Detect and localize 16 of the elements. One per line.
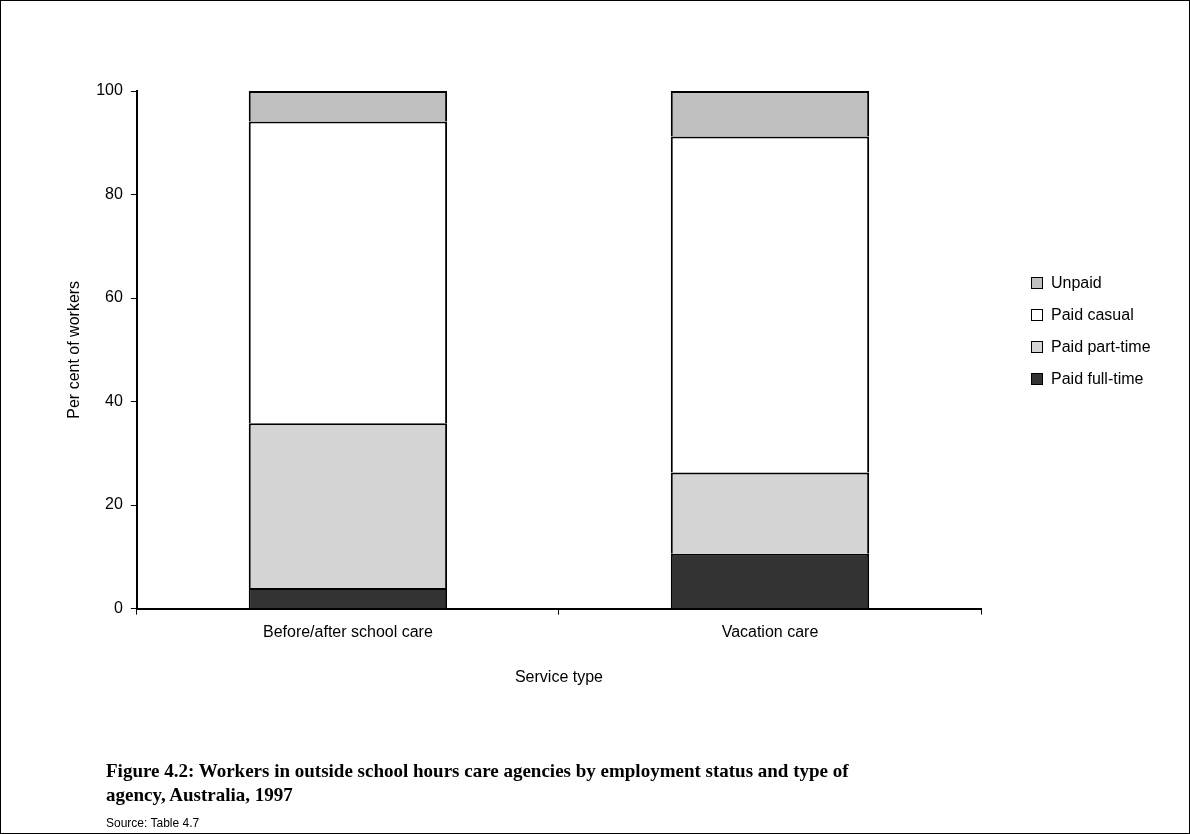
y-tick-label: 100 [96,81,123,99]
legend-label: Paid full-time [1051,370,1144,388]
legend-label: Unpaid [1051,274,1102,292]
y-tick-label: 60 [105,288,123,306]
y-axis-title: Per cent of workers [65,280,83,419]
text: Paid casual [1051,306,1134,324]
legend-label: Paid part-time [1051,338,1151,356]
x-tick-label: Before/after school care [262,622,433,640]
source-note: Source: Table 4.7 [106,816,200,830]
y-tick-label: 40 [105,391,123,409]
x-axis-title: Service type [514,667,604,685]
x-tick-label: Vacation care [721,622,819,640]
y-tick-label: 0 [113,599,123,617]
y-tick-label: 80 [105,184,123,202]
y-tick-label: 20 [105,495,123,513]
text: Figure 4.2: Workers in outside school hours care agencies by employment status and type of agency, Australia, 1997 [106,759,850,807]
